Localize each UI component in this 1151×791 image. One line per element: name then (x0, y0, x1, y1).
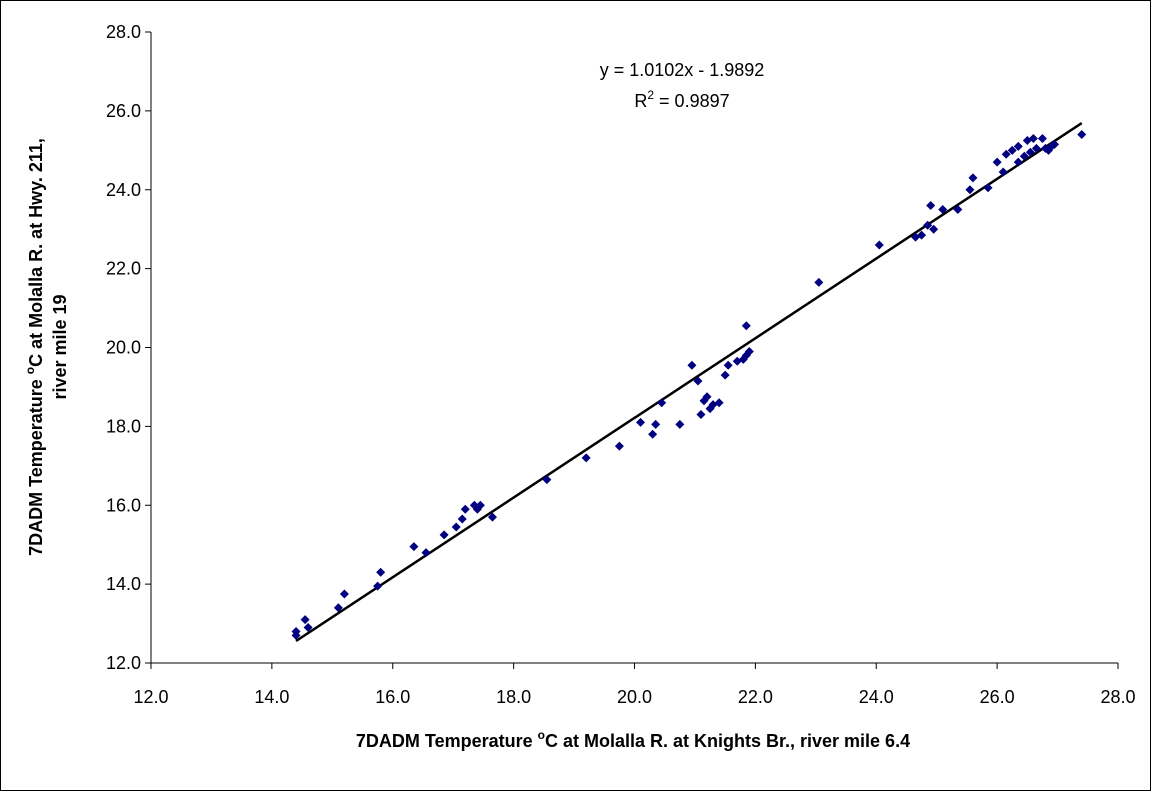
data-point (720, 370, 730, 380)
data-point (983, 183, 993, 193)
data-point (475, 500, 485, 510)
x-tick-label: 16.0 (375, 687, 410, 707)
data-point (542, 475, 552, 485)
data-point (953, 204, 963, 214)
data-point (1019, 151, 1029, 161)
data-point (614, 441, 624, 451)
data-point (439, 530, 449, 540)
data-point (1028, 133, 1038, 143)
data-point (998, 167, 1008, 177)
data-point (741, 321, 751, 331)
x-tick-label: 12.0 (133, 687, 168, 707)
data-point (300, 615, 310, 625)
data-point (339, 589, 349, 599)
data-point (687, 360, 697, 370)
data-point (421, 548, 431, 558)
data-point (675, 419, 685, 429)
data-point (409, 542, 419, 552)
y-tick-label: 28.0 (106, 22, 141, 42)
data-point (1037, 133, 1047, 143)
data-point (696, 410, 706, 420)
data-points (291, 130, 1087, 640)
y-axis-title-line1: 7DADM Temperature oC at Molalla R. at Hw… (23, 138, 46, 556)
y-tick-label: 26.0 (106, 101, 141, 121)
data-point (648, 429, 658, 439)
data-point (1050, 139, 1060, 149)
y-tick-label: 16.0 (106, 495, 141, 515)
data-point (487, 512, 497, 522)
data-point (693, 376, 703, 386)
data-point (1007, 145, 1017, 155)
data-point (1001, 149, 1011, 159)
x-axis-title: 7DADM Temperature oC at Molalla R. at Kn… (356, 728, 910, 751)
data-point (1013, 157, 1023, 167)
data-point (968, 173, 978, 183)
data-point (723, 360, 733, 370)
data-point (657, 398, 667, 408)
data-point (1013, 141, 1023, 151)
data-point (1025, 147, 1035, 157)
data-point (373, 581, 383, 591)
y-tick-label: 20.0 (106, 338, 141, 358)
x-tick-label: 18.0 (496, 687, 531, 707)
data-point (376, 567, 386, 577)
data-point (929, 224, 939, 234)
y-axis-title-line2: river mile 19 (50, 294, 70, 399)
data-point (636, 417, 646, 427)
data-point (1077, 130, 1087, 140)
data-point (992, 157, 1002, 167)
data-point (457, 514, 467, 524)
data-point (714, 398, 724, 408)
x-tick-label: 26.0 (980, 687, 1015, 707)
x-tick-label: 24.0 (859, 687, 894, 707)
data-point (651, 419, 661, 429)
data-point (291, 630, 301, 640)
data-point (702, 392, 712, 402)
r-squared-text: R2 = 0.9897 (634, 88, 729, 111)
data-point (874, 240, 884, 250)
y-tick-label: 12.0 (106, 653, 141, 673)
y-tick-label: 24.0 (106, 180, 141, 200)
data-point (303, 623, 313, 633)
data-point (581, 453, 591, 463)
equation-text: y = 1.0102x - 1.9892 (600, 60, 765, 80)
data-point (923, 220, 933, 230)
x-tick-label: 28.0 (1100, 687, 1135, 707)
tick-labels: 12.0 14.0 16.0 18.0 20.0 22.0 24.0 26.0 28.0 12.0… (106, 22, 1136, 707)
y-tick-label: 14.0 (106, 574, 141, 594)
data-point (926, 201, 936, 211)
data-point (938, 204, 948, 214)
y-tick-label: 18.0 (106, 416, 141, 436)
tick-layer (145, 31, 1119, 669)
x-tick-label: 20.0 (617, 687, 652, 707)
y-tick-label: 22.0 (106, 259, 141, 279)
data-point (451, 522, 461, 532)
data-point (814, 277, 824, 287)
x-tick-label: 22.0 (738, 687, 773, 707)
trendline (295, 122, 1083, 643)
data-point (1031, 143, 1041, 153)
x-tick-label: 14.0 (254, 687, 289, 707)
data-point (333, 603, 343, 613)
data-point (744, 346, 754, 356)
data-point (917, 230, 927, 240)
data-point (965, 185, 975, 195)
data-point (460, 504, 470, 514)
